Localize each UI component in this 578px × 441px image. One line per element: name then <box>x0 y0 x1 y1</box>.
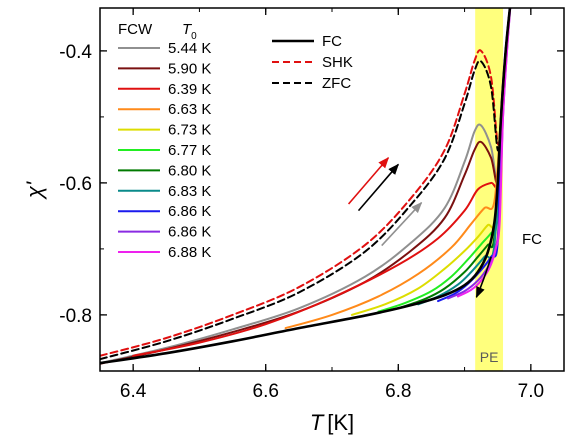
series-layer <box>100 8 512 365</box>
protocol-legend: FC SHK ZFC <box>272 33 353 92</box>
red-warming-arrow <box>347 156 390 205</box>
x-tick-label: 6.8 <box>385 381 411 402</box>
fcw-legend-label: 6.83 K <box>168 183 211 200</box>
fcw-legend-label: 6.88 K <box>168 244 211 261</box>
fcw-legend-t0: T0 <box>182 21 197 42</box>
gray-warming-arrow <box>381 201 423 247</box>
x-tick-label: 7.0 <box>518 381 544 402</box>
black-warming-arrow <box>357 163 400 212</box>
series-6-88-k-13 <box>456 8 512 298</box>
series-shk-1 <box>100 8 511 357</box>
fcw-legend-label: 6.77 K <box>168 142 211 159</box>
t0-symbol: T <box>182 21 193 38</box>
protocol-legend-label: ZFC <box>322 75 351 92</box>
tick-layer: 6.4 6.6 6.8 7.0 -0.8 -0.6 -0.4 <box>59 8 564 402</box>
fcw-legend-label: 6.73 K <box>168 122 211 139</box>
x-tick-label: 6.6 <box>253 381 279 402</box>
arrow-layer <box>347 156 492 299</box>
fcw-legend-entries: 5.44 K 5.90 K 6.39 K 6.63 K 6.73 K 6.77 K 6.80… <box>118 40 211 261</box>
fcw-legend-label: 6.86 K <box>168 224 211 241</box>
fcw-legend-label: 6.86 K <box>168 203 211 220</box>
fcw-legend-label: 6.63 K <box>168 101 211 118</box>
x-axis-symbol: T <box>310 410 325 435</box>
fc-cooling-arrow <box>475 256 492 299</box>
pe-label: PE <box>480 349 499 365</box>
y-tick-label: -0.4 <box>59 42 92 63</box>
y-tick-label: -0.8 <box>59 306 92 327</box>
x-tick-label: 6.4 <box>120 381 147 402</box>
t0-subscript: 0 <box>191 31 197 42</box>
fcw-legend-title: FCW <box>118 21 153 38</box>
x-axis-unit: [K] <box>327 410 354 435</box>
fcw-legend-label: 5.44 K <box>168 40 211 57</box>
fc-annotation: FC <box>522 231 542 248</box>
fcw-legend-label: 6.80 K <box>168 162 211 179</box>
protocol-legend-label: FC <box>322 33 342 50</box>
y-axis-label: χ' <box>22 181 47 200</box>
protocol-legend-label: SHK <box>322 54 353 71</box>
fcw-legend: FCW T0 5.44 K 5.90 K 6.39 K 6.63 K 6.73 K 6.7… <box>118 21 211 261</box>
fcw-legend-label: 5.90 K <box>168 60 211 77</box>
fcw-legend-label: 6.39 K <box>168 81 211 98</box>
y-tick-label: -0.6 <box>59 174 92 195</box>
x-axis-label: T [K] <box>310 410 354 435</box>
series-fc-0 <box>100 8 512 365</box>
